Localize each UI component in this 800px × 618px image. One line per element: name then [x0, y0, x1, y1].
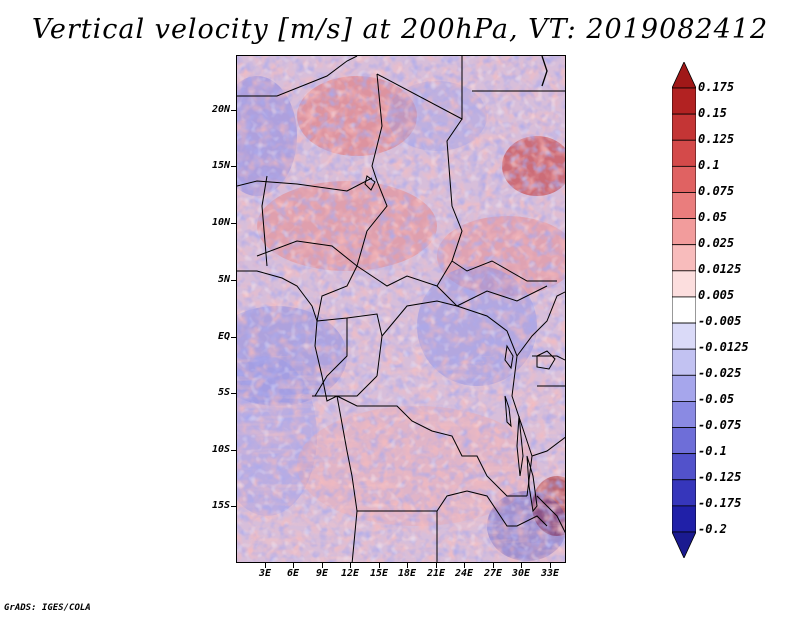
lat-label: 15S — [211, 500, 230, 511]
colorbar-label: 0.0125 — [698, 262, 742, 276]
map-svg — [237, 56, 565, 562]
colorbar-segments — [672, 62, 696, 558]
colorbar-segment — [672, 244, 696, 272]
figure-title: Vertical velocity [m/s] at 200hPa, VT: 2… — [31, 14, 769, 45]
lat-label: 20N — [211, 104, 230, 115]
lat-label: 15N — [211, 160, 230, 171]
lat-label: 5S — [217, 387, 230, 398]
lon-label: 24E — [454, 568, 474, 579]
lat-tick — [231, 223, 236, 224]
colorbar-segment — [672, 87, 696, 115]
colorbar-label: -0.2 — [698, 522, 727, 536]
lat-tick — [231, 337, 236, 338]
colorbar-segment — [672, 531, 696, 558]
colorbar-segment — [672, 453, 696, 481]
colorbar-label: 0.005 — [698, 288, 735, 302]
lon-tick — [521, 563, 522, 568]
colorbar-segment — [672, 113, 696, 141]
colorbar-segment — [672, 427, 696, 455]
field-texture-white — [237, 56, 565, 562]
lon-tick — [550, 563, 551, 568]
colorbar-segment — [672, 165, 696, 193]
lon-label: 18E — [397, 568, 417, 579]
colorbar-label: 0.1 — [698, 158, 720, 172]
colorbar-segment — [672, 479, 696, 507]
lat-tick — [231, 393, 236, 394]
lat-tick — [231, 280, 236, 281]
lon-tick — [464, 563, 465, 568]
colorbar-segment — [672, 62, 696, 89]
colorbar-label: 0.025 — [698, 236, 735, 250]
lat-tick — [231, 450, 236, 451]
colorbar-segment — [672, 139, 696, 167]
colorbar-label: 0.15 — [698, 106, 727, 120]
lat-tick — [231, 166, 236, 167]
colorbar-label: 0.175 — [698, 80, 735, 94]
colorbar — [672, 62, 696, 558]
colorbar-segment — [672, 270, 696, 298]
lon-tick — [379, 563, 380, 568]
lon-tick — [436, 563, 437, 568]
lon-tick — [293, 563, 294, 568]
lon-label: 3E — [258, 568, 272, 579]
lon-tick — [265, 563, 266, 568]
colorbar-label: -0.1 — [698, 444, 727, 458]
grads-credit: GrADS: IGES/COLA — [4, 603, 91, 613]
colorbar-segment — [672, 218, 696, 246]
colorbar-segment — [672, 322, 696, 350]
lon-tick — [493, 563, 494, 568]
lat-label: 10S — [211, 444, 230, 455]
lat-label: 5N — [217, 274, 230, 285]
colorbar-label: -0.025 — [698, 366, 742, 380]
lon-label: 30E — [511, 568, 531, 579]
colorbar-label: -0.005 — [698, 314, 742, 328]
lon-tick — [322, 563, 323, 568]
lat-tick — [231, 110, 236, 111]
lon-tick — [407, 563, 408, 568]
colorbar-label: 0.05 — [698, 210, 727, 224]
lon-label: 9E — [315, 568, 329, 579]
lat-label: 10N — [211, 217, 230, 228]
colorbar-label: 0.075 — [698, 184, 735, 198]
colorbar-label: -0.075 — [698, 418, 742, 432]
colorbar-segment — [672, 505, 696, 533]
lat-label: EQ — [217, 331, 230, 342]
colorbar-label: -0.125 — [698, 470, 742, 484]
lon-label: 27E — [483, 568, 503, 579]
country-borders — [237, 56, 565, 562]
colorbar-segment — [672, 348, 696, 376]
lon-tick — [350, 563, 351, 568]
lon-label: 15E — [369, 568, 389, 579]
colorbar-segment — [672, 296, 696, 324]
colorbar-segment — [672, 374, 696, 402]
colorbar-label: 0.125 — [698, 132, 735, 146]
colorbar-label: -0.05 — [698, 392, 735, 406]
lon-label: 21E — [426, 568, 446, 579]
lon-label: 33E — [540, 568, 560, 579]
map-panel — [236, 55, 566, 563]
lon-label: 12E — [340, 568, 360, 579]
lat-tick — [231, 506, 236, 507]
lon-label: 6E — [286, 568, 300, 579]
colorbar-segment — [672, 192, 696, 219]
red-sea-coast — [541, 56, 548, 87]
colorbar-segment — [672, 401, 696, 428]
colorbar-label: -0.0125 — [698, 340, 749, 354]
colorbar-label: -0.175 — [698, 496, 742, 510]
